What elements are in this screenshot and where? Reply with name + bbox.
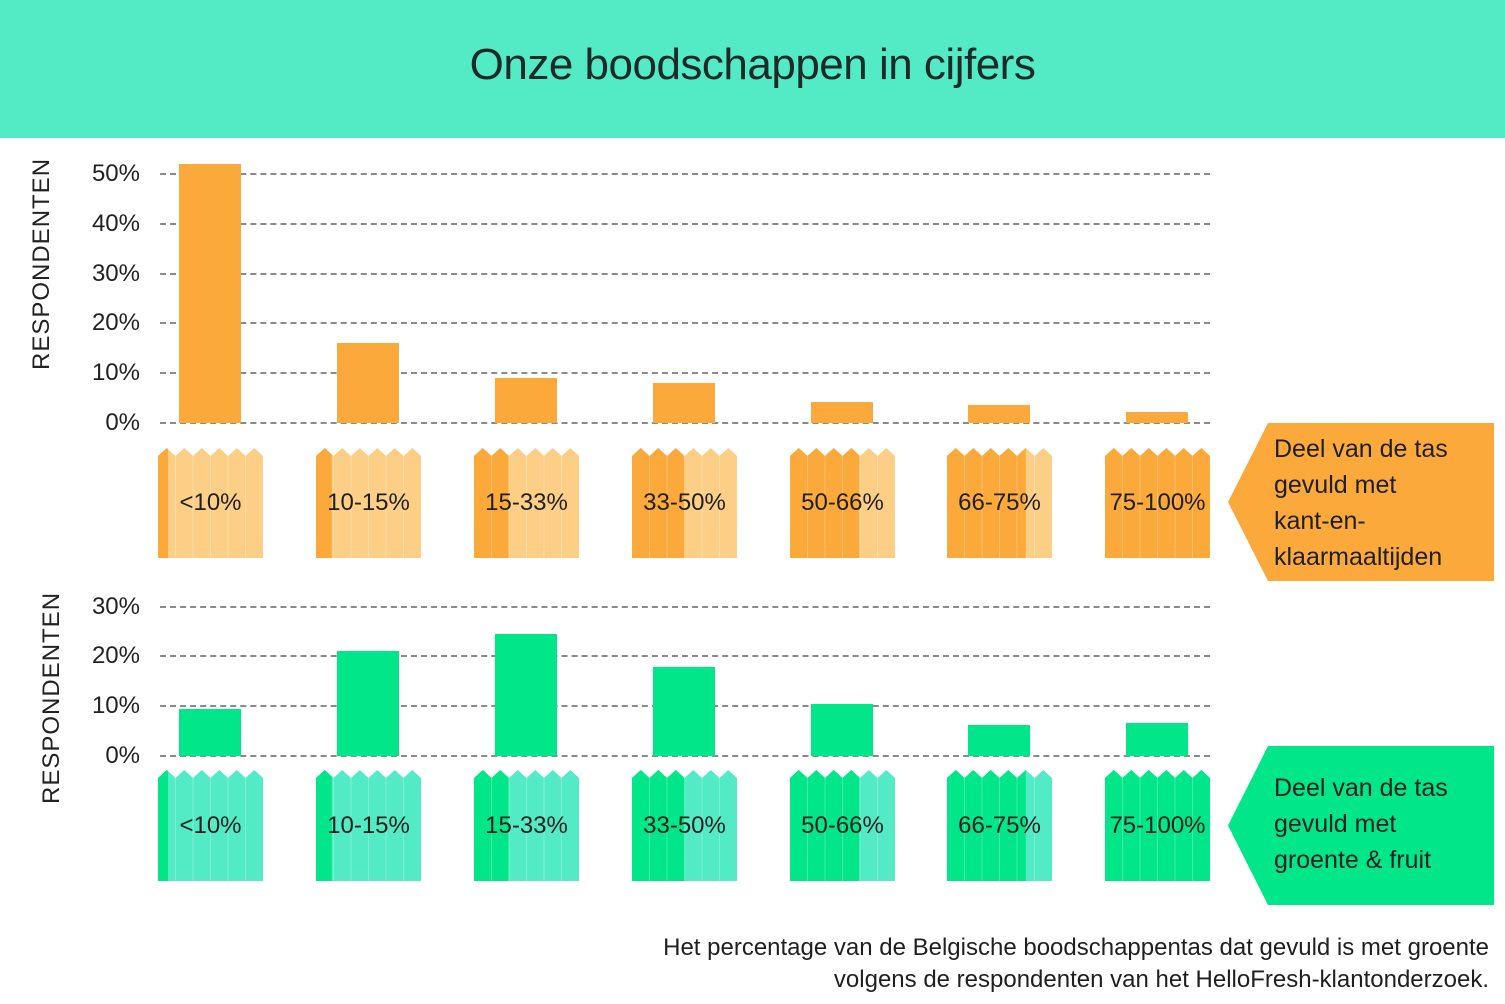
bar-50-66-	[811, 703, 873, 756]
bag-label: 15-33%	[485, 489, 568, 516]
caption-line-1: Het percentage van de Belgische boodscha…	[663, 934, 1489, 961]
legend-callout-vegetables-fruit: Deel van de tas gevuld met groente & fru…	[1228, 746, 1494, 905]
bag-category: 66-75%	[947, 770, 1052, 881]
gridline	[160, 222, 1210, 225]
gridline	[160, 755, 1210, 757]
gridline	[160, 322, 1210, 325]
callout-line: klaarmaaltijden	[1274, 543, 1443, 571]
bag-icon	[1105, 448, 1210, 558]
callout-line: Deel van de tas	[1274, 774, 1448, 802]
bar--10-	[179, 709, 241, 756]
header-banner: Onze boodschappen in cijfers	[0, 0, 1505, 138]
gridline	[160, 605, 1210, 608]
bag-category: 33-50%	[632, 448, 737, 558]
y-tick-label: 50%	[91, 160, 140, 187]
y-tick-label: 30%	[91, 259, 140, 287]
bag-category: 15-33%	[474, 770, 579, 881]
bag-category: <10%	[158, 448, 263, 558]
bar-33-50-	[653, 667, 715, 756]
bag-icon	[474, 770, 579, 881]
bag-icon	[1105, 770, 1210, 881]
y-tick-label: 0%	[105, 742, 140, 769]
bag-label: 50-66%	[801, 811, 884, 839]
bag-icon	[790, 448, 895, 558]
legend-callout-ready-meals: Deel van de tas gevuld met kant-en- klaa…	[1228, 423, 1494, 581]
bag-category: 10-15%	[316, 448, 421, 558]
bag-category: 50-66%	[790, 448, 895, 558]
bar-75-100-	[1126, 722, 1188, 756]
bag-label: 66-75%	[958, 811, 1041, 839]
bag-label: 33-50%	[643, 489, 726, 516]
bag-label: 75-100%	[1109, 811, 1206, 839]
caption-line-2: volgens de respondenten van het HelloFre…	[833, 966, 1489, 993]
callout-line: kant-en-	[1274, 507, 1366, 535]
bar-50-66-	[811, 401, 873, 423]
y-tick-label: 30%	[91, 592, 140, 620]
bag-category: 50-66%	[790, 770, 895, 881]
bar-33-50-	[653, 383, 715, 423]
gridline	[160, 422, 1210, 424]
bag-icon	[158, 448, 263, 558]
caption: Het percentage van de Belgische boodscha…	[489, 932, 1489, 996]
gridline	[160, 272, 1210, 275]
y-tick-label: 10%	[91, 692, 140, 720]
page-title: Onze boodschappen in cijfers	[469, 40, 1036, 89]
callout-arrow-shape	[1228, 423, 1494, 581]
bag-icon	[474, 448, 579, 558]
bag-category: 75-100%	[1105, 448, 1210, 558]
bag-label: 66-75%	[958, 489, 1041, 516]
callout-arrow-shape	[1228, 746, 1494, 905]
bar-10-15-	[337, 343, 399, 423]
bag-icon	[632, 448, 737, 558]
bar-15-33-	[495, 634, 557, 756]
gridline	[160, 655, 1210, 658]
bag-label: <10%	[179, 489, 242, 516]
bag-category: 15-33%	[474, 448, 579, 558]
y-tick-label: 20%	[91, 642, 140, 670]
bag-label: 75-100%	[1109, 489, 1206, 516]
callout-line: gevuld met	[1274, 471, 1397, 499]
bar--10-	[179, 164, 241, 423]
y-tick-label: 0%	[105, 409, 140, 436]
gridline	[160, 372, 1210, 375]
bar-15-33-	[495, 378, 557, 423]
bag-icon	[947, 770, 1052, 881]
bag-category: 75-100%	[1105, 770, 1210, 881]
bag-label: <10%	[179, 811, 242, 839]
bag-category: 33-50%	[632, 770, 737, 881]
callout-line: Deel van de tas	[1274, 435, 1448, 463]
bag-label: 50-66%	[801, 489, 884, 516]
bag-category: 10-15%	[316, 770, 421, 881]
bar-75-100-	[1126, 411, 1188, 423]
bag-label: 10-15%	[327, 811, 410, 839]
bag-icon	[790, 770, 895, 881]
bar-66-75-	[968, 405, 1030, 423]
bag-icon	[316, 448, 421, 558]
bag-label: 10-15%	[327, 489, 410, 516]
y-tick-label: 40%	[91, 209, 140, 237]
bag-icon	[316, 770, 421, 881]
bar-10-15-	[337, 651, 399, 756]
bag-icon	[947, 448, 1052, 558]
callout-line: groente & fruit	[1274, 846, 1432, 874]
callout-line: gevuld met	[1274, 810, 1397, 838]
bag-icon	[632, 770, 737, 881]
bag-category: 66-75%	[947, 448, 1052, 558]
gridline	[160, 173, 1210, 175]
bar-66-75-	[968, 724, 1030, 756]
bag-icon	[158, 770, 263, 881]
bag-label: 15-33%	[485, 811, 568, 839]
bag-category: <10%	[158, 770, 263, 881]
y-tick-label: 10%	[91, 359, 140, 387]
y-tick-label: 20%	[91, 309, 140, 337]
bag-label: 33-50%	[643, 811, 726, 839]
